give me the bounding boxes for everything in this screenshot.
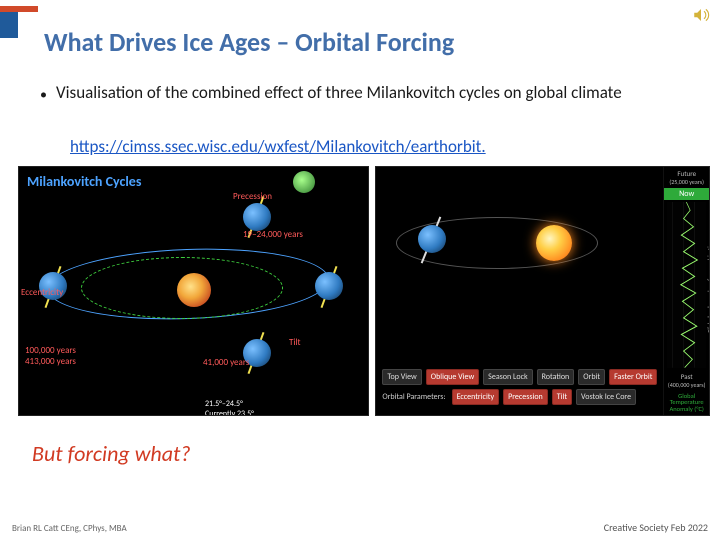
btn-precession[interactable]: Precession xyxy=(503,389,548,405)
precession-label: Precession xyxy=(233,191,272,202)
btn-vostok[interactable]: Vostok Ice Core xyxy=(576,389,636,405)
future-subtext: (25,000 years) xyxy=(664,178,709,186)
anomaly-curve xyxy=(667,202,706,368)
sun-icon xyxy=(177,273,211,307)
bullet-content: Visualisation of the combined effect of … xyxy=(56,82,622,103)
btn-orbit[interactable]: Orbit xyxy=(578,369,605,385)
footer-author: Brian RL Catt CEng, CPhys, MBA xyxy=(12,523,127,534)
figure-row: Milankovitch Cycles Precession 19–24,000… xyxy=(18,166,710,416)
earth-icon xyxy=(243,203,271,231)
tilt-label: Tilt xyxy=(289,337,301,348)
btn-top-view[interactable]: Top View xyxy=(382,369,421,385)
mc-orbit-group: Precession 19–24,000 years Eccentricity … xyxy=(19,187,368,415)
eccentricity-period-2: 413,000 years xyxy=(25,356,76,367)
tilt-range: 21.5°–24.5° xyxy=(205,399,243,409)
sim-row-view: Top View Oblique View Season Lock Rotati… xyxy=(382,369,657,385)
source-link[interactable]: https://cimss.ssec.wisc.edu/wxfest/Milan… xyxy=(70,136,486,157)
btn-oblique-view[interactable]: Oblique View xyxy=(426,369,479,385)
tilt-period: 41,000 years xyxy=(203,357,249,368)
sim-controls: Top View Oblique View Season Lock Rotati… xyxy=(376,365,663,415)
timeline-future-label: Future (25,000 years) xyxy=(664,167,709,188)
future-text: Future xyxy=(664,169,709,178)
bullet-text: • Visualisation of the combined effect o… xyxy=(56,82,700,104)
audio-icon[interactable] xyxy=(692,6,710,24)
past-text: Past xyxy=(664,372,709,381)
btn-tilt[interactable]: Tilt xyxy=(552,389,572,405)
timeline-anomaly-label: Global Temperature Anomaly (°C) xyxy=(664,391,709,415)
temperature-anomaly-graph[interactable]: Slide backward or forward in time xyxy=(667,202,706,368)
tilt-current: Currently 23.5° xyxy=(205,409,254,416)
timeline-now-marker[interactable]: Now xyxy=(664,188,709,200)
btn-eccentricity[interactable]: Eccentricity xyxy=(452,389,500,405)
question-text: But forcing what? xyxy=(32,440,191,467)
btn-rotation[interactable]: Rotation xyxy=(537,369,575,385)
sim-main: Top View Oblique View Season Lock Rotati… xyxy=(376,167,663,415)
timeline-slider-label: Slide backward or forward in time xyxy=(706,237,710,333)
milankovitch-diagram: Milankovitch Cycles Precession 19–24,000… xyxy=(18,166,369,416)
slide-title: What Drives Ice Ages – Orbital Forcing xyxy=(44,26,454,58)
btn-season-lock[interactable]: Season Lock xyxy=(483,369,532,385)
params-label: Orbital Parameters: xyxy=(382,392,445,402)
precession-period: 19–24,000 years xyxy=(243,229,303,240)
btn-faster-orbit[interactable]: Faster Orbit xyxy=(609,369,657,385)
orbit-simulator: Top View Oblique View Season Lock Rotati… xyxy=(375,166,710,416)
sim-viewport xyxy=(376,167,663,365)
past-subtext: (400,000 years) xyxy=(664,381,709,389)
eccentricity-label: Eccentricity xyxy=(21,287,63,298)
sim-row-params: Orbital Parameters: Eccentricity Precess… xyxy=(382,389,657,405)
timeline-panel: Future (25,000 years) Now Slide backward… xyxy=(663,167,709,415)
eccentricity-period-1: 100,000 years xyxy=(25,345,76,356)
slide-corner-accent xyxy=(0,0,40,60)
bullet-dot: • xyxy=(40,86,47,104)
footer-event: Creative Society Feb 2022 xyxy=(604,521,708,534)
timeline-past-label: Past (400,000 years) xyxy=(664,370,709,391)
earth-icon xyxy=(315,272,343,300)
